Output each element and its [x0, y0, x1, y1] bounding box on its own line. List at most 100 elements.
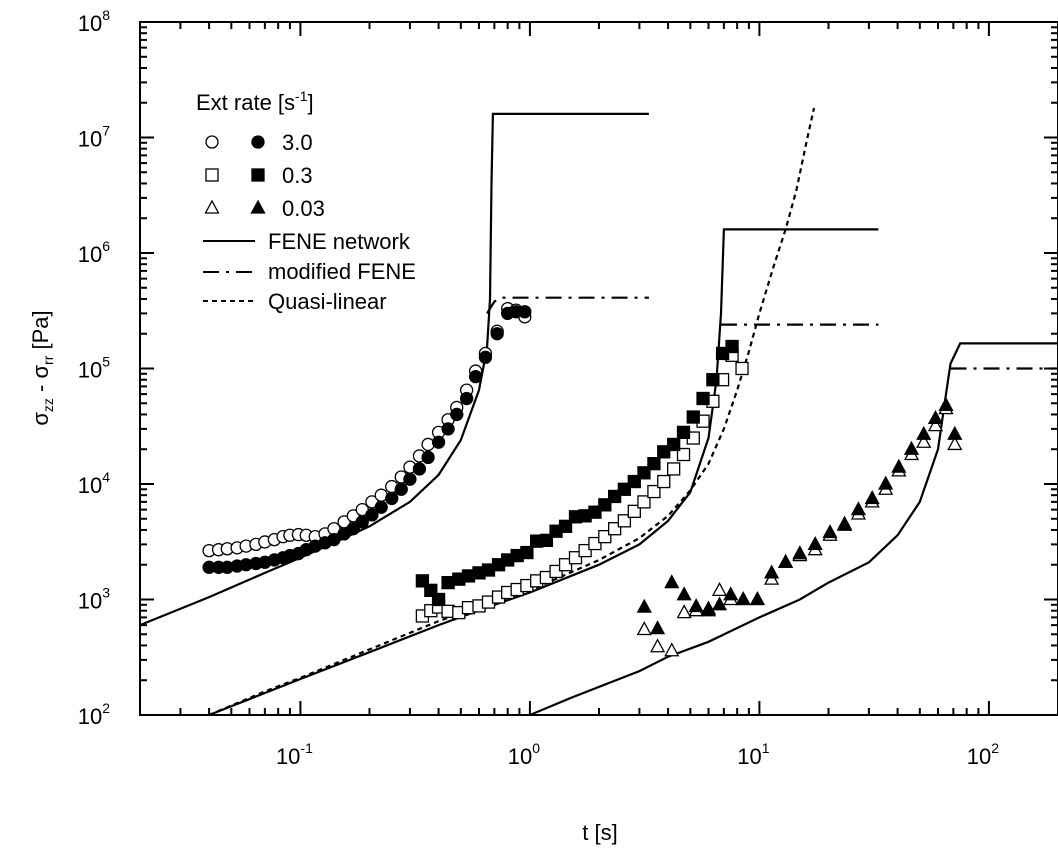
axis-ticks [139, 21, 1058, 716]
filled-square-point [725, 339, 739, 354]
open-square-point [617, 514, 632, 528]
filled-circle-point [355, 515, 369, 529]
open-triangle-point [947, 436, 963, 451]
filled-triangle-point [688, 598, 704, 613]
data-series [139, 107, 1058, 717]
y-label-sub-2: rr [40, 355, 56, 365]
filled-triangle-point [735, 591, 751, 606]
filled-square-point [676, 425, 691, 440]
filled-triangle-point [777, 553, 794, 568]
open-triangle-point [636, 621, 652, 636]
filled-triangle-point [664, 574, 680, 589]
filled-circle-point [346, 522, 360, 536]
filled-triangle-point [764, 564, 780, 579]
legend-marker-filled-square [251, 168, 265, 182]
open-square-point [607, 522, 622, 536]
solid-line [139, 112, 649, 627]
legend-markers [204, 135, 266, 214]
legend-title-main: Ext rate [s [196, 90, 295, 115]
x-tick-label: 10-1 [276, 740, 313, 769]
filled-triangle-point [878, 475, 894, 490]
legend-marker-filled-circle [251, 135, 265, 149]
open-triangle-point [916, 433, 932, 448]
y-label-sigma-2: σ [28, 365, 53, 379]
filled-triangle-point [649, 620, 666, 635]
filled-square-point [598, 498, 612, 512]
filled-triangle-point [938, 396, 954, 411]
open-square-point [627, 504, 641, 518]
legend-marker-filled-triangle [250, 199, 266, 214]
open-triangle-point [927, 417, 944, 432]
dashdot-line [486, 296, 649, 314]
solid-line [208, 228, 879, 717]
legend-label-modified-fene: modified FENE [268, 259, 416, 284]
open-square-point [598, 530, 612, 544]
dotted-line [208, 107, 816, 717]
filled-triangle-point [700, 602, 717, 617]
legend-title: Ext rate [s-1] [196, 88, 314, 115]
filled-circle-point [518, 305, 532, 319]
filled-triangle-point [916, 425, 932, 440]
open-square-point [647, 484, 661, 499]
filled-triangle-point [891, 458, 907, 473]
filled-square-point [657, 445, 671, 459]
filled-triangle-point [711, 596, 728, 611]
filled-square-point [667, 437, 681, 452]
filled-circle-point [394, 482, 408, 496]
filled-circle-point [412, 462, 427, 476]
x-axis-label: t [s] [582, 820, 617, 845]
filled-square-point [520, 545, 534, 560]
solid-line [529, 342, 1058, 717]
filled-square-point [617, 482, 632, 496]
filled-triangle-point [822, 524, 838, 539]
filled-circle-point [374, 500, 388, 514]
filled-triangle-point [807, 536, 823, 551]
filled-circle-point [403, 472, 417, 486]
filled-triangle-point [927, 410, 944, 425]
filled-triangle-point [903, 440, 920, 455]
open-circle-point [346, 509, 360, 523]
open-triangle-point [664, 642, 680, 657]
filled-triangle-point [836, 515, 853, 530]
open-triangle-point [676, 604, 692, 619]
filled-square-point [431, 592, 446, 607]
open-square-point [657, 474, 671, 489]
y-label-minus: - [28, 379, 53, 399]
filled-square-point [558, 519, 573, 533]
open-square-point [637, 495, 651, 509]
legend-label-fene-network: FENE network [268, 229, 411, 254]
legend-title-sup: -1 [295, 88, 308, 104]
filled-circle-point [385, 491, 399, 506]
filled-square-point [539, 533, 554, 548]
y-tick-label: 108 [78, 7, 110, 36]
legend-label-3-0: 3.0 [282, 130, 313, 155]
legend: Ext rate [s-1] 3.0 0.3 0.03 FENE network… [196, 88, 416, 314]
y-tick-label: 102 [78, 700, 110, 729]
filled-square-point [647, 457, 661, 471]
y-axis-label: σzz - σrr [Pa] [28, 310, 56, 425]
open-square-point [588, 536, 602, 551]
plot-frame [139, 21, 1058, 716]
filled-triangle-point [947, 425, 963, 440]
filled-square-point [686, 410, 700, 424]
filled-circle-point [431, 435, 446, 449]
filled-triangle-point [864, 490, 880, 505]
filled-circle-point [327, 532, 341, 547]
x-tick-label: 100 [508, 740, 540, 769]
legend-label-quasi-linear: Quasi-linear [268, 289, 387, 314]
filled-circle-point [459, 391, 474, 406]
open-square-point [558, 558, 573, 572]
filled-triangle-point [723, 586, 739, 601]
filled-square-point [627, 474, 641, 489]
open-square-point [578, 543, 592, 558]
filled-square-point [637, 466, 651, 480]
legend-label-0-3: 0.3 [282, 163, 313, 188]
x-tick-label: 101 [737, 740, 769, 769]
y-tick-label: 106 [78, 238, 110, 267]
open-square-point [676, 447, 691, 462]
y-label-unit: [Pa] [28, 310, 53, 355]
filled-triangle-point [636, 598, 652, 613]
open-triangle-point [711, 581, 728, 597]
legend-marker-open-triangle [204, 199, 220, 214]
